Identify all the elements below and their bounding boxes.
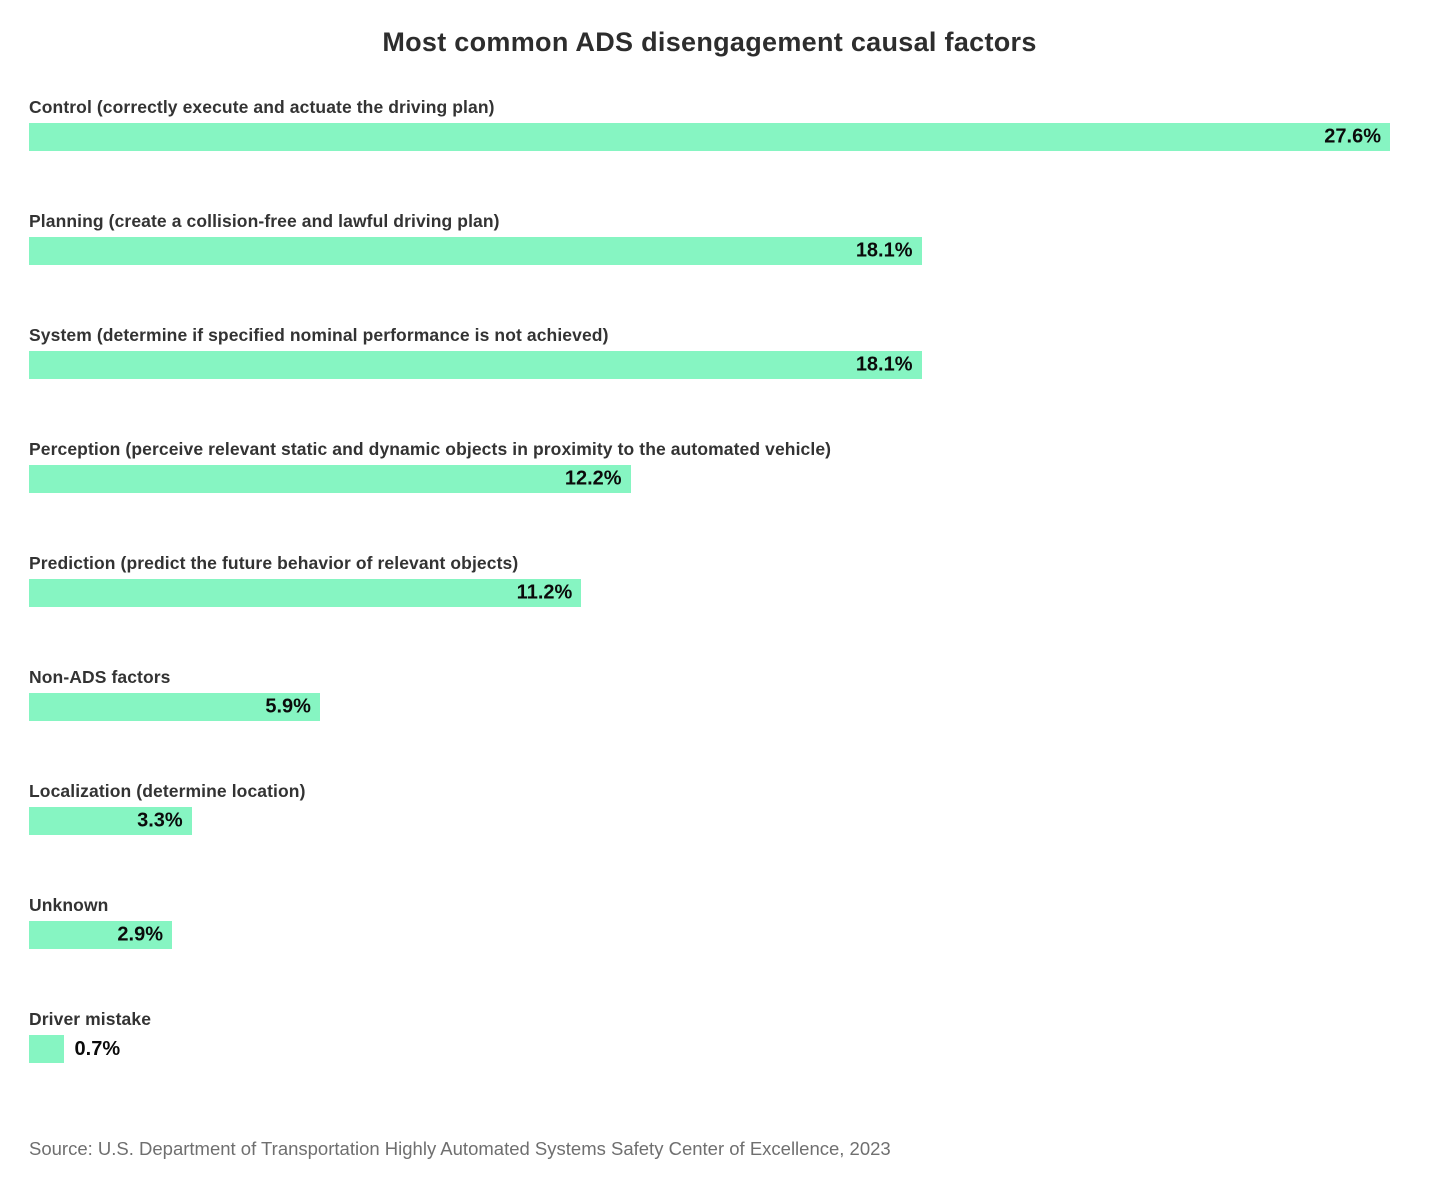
- category-label: Planning (create a collision-free and la…: [29, 211, 500, 231]
- bar-track: 11.2%: [29, 579, 1390, 607]
- value-label: 3.3%: [137, 809, 183, 832]
- bar: 2.9%: [29, 921, 172, 949]
- value-label: 18.1%: [855, 239, 913, 262]
- category-label: Unknown: [29, 895, 109, 915]
- value-label: 11.2%: [516, 581, 573, 604]
- value-label: 12.2%: [564, 467, 622, 490]
- value-label: 18.1%: [855, 353, 913, 376]
- value-label: 5.9%: [265, 695, 311, 718]
- bar-row: Control (correctly execute and actuate t…: [29, 96, 1390, 151]
- bar-row: Prediction (predict the future behavior …: [29, 552, 1390, 607]
- bar-track: 18.1%: [29, 351, 1390, 379]
- bar-row: Non-ADS factors 5.9%: [29, 666, 1390, 721]
- category-label: Prediction (predict the future behavior …: [29, 553, 519, 573]
- bar-row: System (determine if specified nominal p…: [29, 324, 1390, 379]
- bar-track: 27.6%: [29, 123, 1390, 151]
- value-label: 2.9%: [117, 923, 163, 946]
- bar: 18.1%: [29, 237, 922, 265]
- chart-title: Most common ADS disengagement causal fac…: [382, 27, 1037, 57]
- bar-track: 5.9%: [29, 693, 1390, 721]
- bar-row: Planning (create a collision-free and la…: [29, 210, 1390, 265]
- category-label: Driver mistake: [29, 1009, 152, 1029]
- source-attribution: Source: U.S. Department of Transportatio…: [29, 1138, 891, 1159]
- bar: 11.2%: [29, 579, 582, 607]
- bar-row: Driver mistake 0.7%: [29, 1008, 1390, 1063]
- bar: [29, 1035, 64, 1063]
- category-label: Perception (perceive relevant static and…: [29, 439, 832, 459]
- category-label: System (determine if specified nominal p…: [29, 325, 609, 345]
- category-label: Control (correctly execute and actuate t…: [29, 97, 495, 117]
- bar-row: Localization (determine location) 3.3%: [29, 780, 1390, 835]
- bar-row: Unknown 2.9%: [29, 894, 1390, 949]
- bar-track: 3.3%: [29, 807, 1390, 835]
- bar-track: 0.7%: [29, 1035, 1390, 1063]
- bar-rows-container: Control (correctly execute and actuate t…: [29, 96, 1390, 1063]
- value-label: 27.6%: [1324, 125, 1381, 148]
- bar: 12.2%: [29, 465, 631, 493]
- bar-track: 2.9%: [29, 921, 1390, 949]
- category-label: Non-ADS factors: [29, 667, 171, 687]
- bar-row: Perception (perceive relevant static and…: [29, 438, 1390, 493]
- category-label: Localization (determine location): [29, 781, 306, 801]
- value-label: 0.7%: [74, 1037, 121, 1060]
- bar: 27.6%: [29, 123, 1390, 151]
- bar-track: 18.1%: [29, 237, 1390, 265]
- bar: 5.9%: [29, 693, 320, 721]
- bar-track: 12.2%: [29, 465, 1390, 493]
- bar: 18.1%: [29, 351, 922, 379]
- bar: 3.3%: [29, 807, 192, 835]
